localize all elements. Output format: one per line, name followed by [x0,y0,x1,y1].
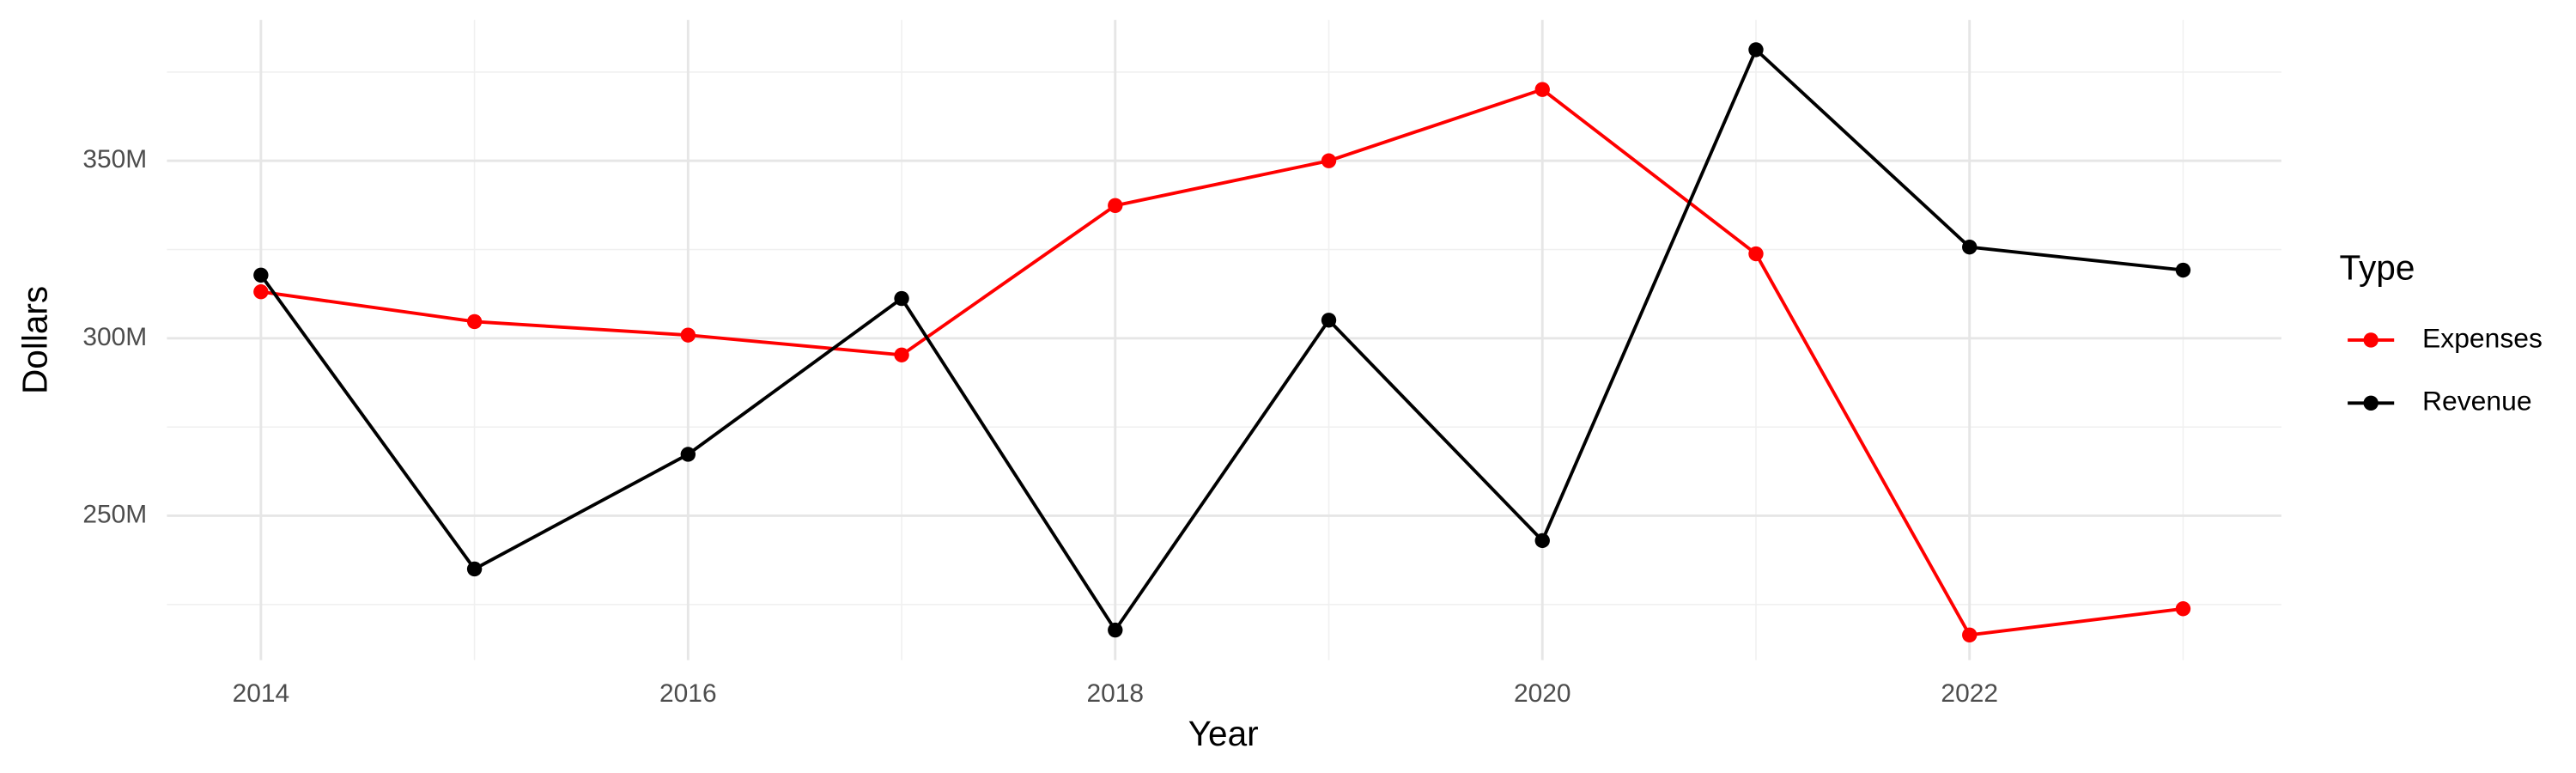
data-point [680,447,696,462]
data-point [1534,533,1550,549]
data-point [894,347,909,362]
data-point [1321,313,1337,328]
data-point [1108,198,1123,213]
data-point [1748,246,1764,262]
data-point [253,284,269,300]
y-tick-label: 300M [82,323,147,351]
series-line [259,46,2184,634]
data-point [1108,622,1123,638]
data-point [2175,601,2191,617]
x-tick-label: 2020 [1514,679,1571,708]
legend-label: Expenses [2422,322,2543,353]
y-axis-title: Dollars [15,286,54,394]
data-point [1321,153,1337,168]
legend-title: Type [2339,248,2415,288]
data-point [2175,262,2191,278]
data-point [253,267,269,283]
y-tick-label: 350M [82,145,147,173]
data-point [1534,82,1550,97]
data-point [1748,42,1764,58]
data-point [466,313,483,330]
x-tick-label: 2014 [233,679,290,708]
legend-key-point [2363,332,2379,348]
y-tick-label: 250M [82,500,147,528]
x-tick-label: 2022 [1941,679,1998,708]
data-point [466,561,483,577]
legend-label: Revenue [2422,386,2532,417]
series-line [260,88,2184,637]
x-tick-label: 2016 [659,679,717,708]
data-point [680,327,696,343]
x-axis-title: Year [1188,714,1259,753]
data-point [1962,239,1978,255]
x-tick-label: 2018 [1087,679,1145,708]
data-point [1962,627,1978,643]
legend-key-point [2363,395,2379,411]
data-point [894,290,909,307]
